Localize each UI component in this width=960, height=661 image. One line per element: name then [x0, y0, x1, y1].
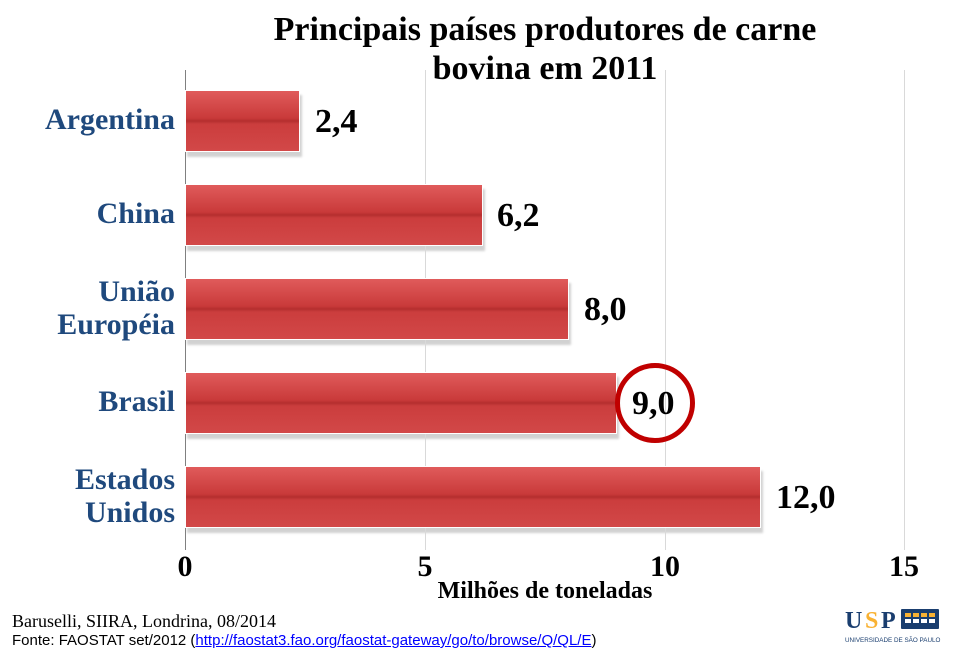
bar-estados-unidos	[185, 466, 761, 528]
svg-text:P: P	[881, 608, 896, 634]
category-label: Argentina	[0, 103, 175, 136]
bar-argentina	[185, 90, 300, 152]
source-suffix: )	[591, 632, 596, 649]
grid-line	[904, 70, 905, 550]
bar-brasil	[185, 372, 617, 434]
category-label: China	[0, 197, 175, 230]
svg-text:S: S	[865, 608, 878, 634]
bar-china	[185, 184, 483, 246]
data-label: 6,2	[497, 197, 540, 235]
data-label: 2,4	[315, 103, 358, 141]
plot-area: 2,4 6,2 8,0 9,0 12,0	[185, 70, 905, 550]
usp-logo: U S P UNIVERSIDADE DE SÃO PAULO	[845, 606, 945, 646]
x-axis-title: Milhões de toneladas	[185, 578, 905, 605]
data-label: 8,0	[584, 291, 627, 329]
footer-credit: Baruselli, SIIRA, Londrina, 08/2014	[12, 611, 596, 632]
logo-subtitle: UNIVERSIDADE DE SÃO PAULO	[845, 635, 941, 644]
highlight-circle	[615, 363, 695, 443]
footer: Baruselli, SIIRA, Londrina, 08/2014 Font…	[12, 611, 596, 649]
svg-text:U: U	[845, 608, 862, 634]
source-link[interactable]: http://faostat3.fao.org/faostat-gateway/…	[195, 632, 591, 649]
footer-source: Fonte: FAOSTAT set/2012 (http://faostat3…	[12, 632, 596, 649]
source-prefix: Fonte: FAOSTAT set/2012 (	[12, 632, 195, 649]
category-label: EstadosUnidos	[0, 463, 175, 529]
category-label: UniãoEuropéia	[0, 275, 175, 341]
category-label: Brasil	[0, 385, 175, 418]
chart-title-line1: Principais países produtores de carne	[185, 10, 905, 49]
cat-text: Argentina	[45, 103, 175, 136]
data-label: 12,0	[776, 479, 836, 517]
chart-container: Principais países produtores de carne bo…	[0, 0, 960, 590]
cat-text: Brasil	[98, 385, 175, 418]
cat-text: China	[97, 197, 175, 230]
bar-uniao-europeia	[185, 278, 569, 340]
logo-icon: U S P UNIVERSIDADE DE SÃO PAULO	[845, 608, 941, 644]
